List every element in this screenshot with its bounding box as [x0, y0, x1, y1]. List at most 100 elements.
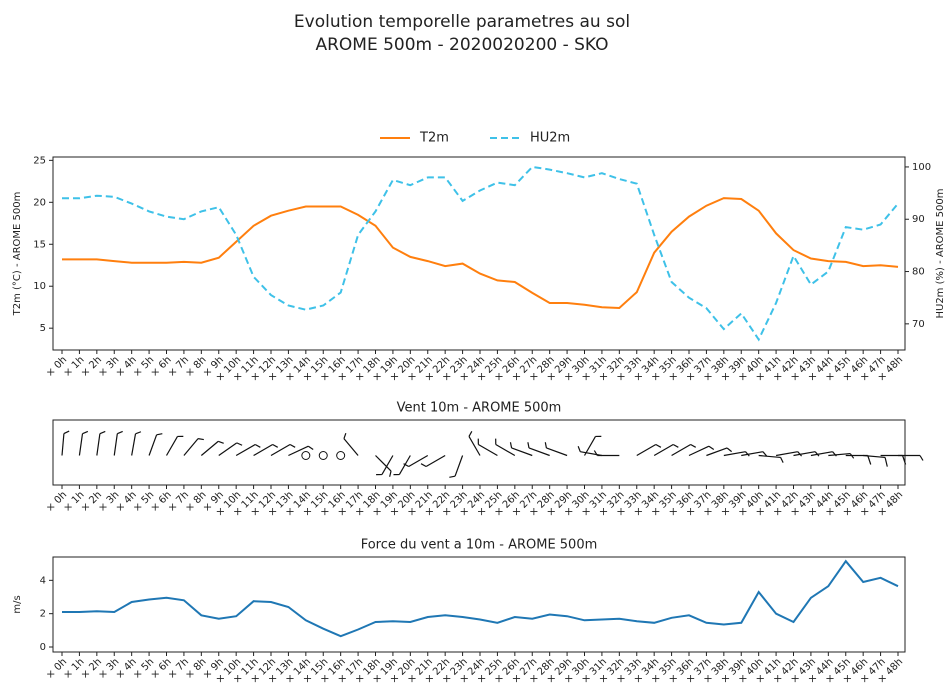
barb-staff: [495, 443, 516, 457]
barb-feather: [289, 443, 296, 448]
wind-barb: [343, 432, 359, 456]
barb-staff: [793, 451, 816, 457]
wind-barb: [636, 443, 662, 457]
wind-barb: [253, 443, 279, 457]
barb-staff: [131, 433, 137, 456]
barb-feather: [902, 455, 907, 465]
wind-barb: [270, 443, 296, 457]
barb-feather: [254, 443, 261, 448]
barb-staff: [200, 440, 219, 456]
wind-barb: [527, 442, 550, 457]
wind-barb: [420, 454, 446, 468]
barb-staff: [723, 451, 746, 457]
y-tick-label: 10: [33, 281, 46, 292]
wind-barb: [671, 443, 697, 457]
barb-staff: [408, 454, 429, 468]
barb-feather: [117, 430, 123, 435]
barb-staff: [165, 436, 179, 456]
wind-barb: [863, 454, 888, 467]
barb-feather: [343, 432, 347, 439]
wind-barb: [688, 445, 715, 457]
barb-feather: [780, 457, 784, 463]
barb-feather: [919, 455, 924, 461]
barb-feather: [726, 447, 732, 453]
barb-staff: [706, 447, 728, 457]
wind-barb: [336, 451, 346, 460]
wind-barb: [741, 451, 768, 457]
barb-feather: [762, 451, 768, 457]
barb-staff: [148, 434, 158, 456]
series-line: [62, 197, 899, 310]
y-tick-label: 25: [33, 155, 46, 166]
wind-barb: [706, 447, 732, 457]
barb-feather: [577, 446, 581, 452]
wind-barb: [165, 435, 184, 456]
wind-barb: [148, 433, 163, 456]
barb-feather: [708, 445, 715, 450]
plot-frame: [52, 156, 906, 351]
barb-feather: [82, 430, 89, 435]
barb-feather: [99, 430, 106, 435]
barb-staff: [454, 455, 464, 477]
barb-feather: [389, 470, 392, 477]
title: Evolution temporelle parametres au sol: [294, 12, 630, 32]
barb-staff: [636, 443, 657, 457]
wind-barb: [477, 438, 498, 457]
wind-barb: [468, 431, 481, 456]
barb-staff: [183, 438, 199, 456]
barb-feather: [156, 433, 163, 436]
barb-staff: [375, 455, 392, 472]
barb-feather: [420, 463, 427, 468]
barb-feather: [544, 442, 547, 449]
barb-staff: [511, 447, 533, 457]
wind-barb: [653, 443, 679, 457]
subtitle: AROME 500m - 2020020200 - SKO: [315, 35, 608, 55]
barb-staff: [810, 451, 833, 457]
wind-barb: [509, 442, 533, 457]
barb-staff: [688, 445, 710, 457]
barb-feather: [236, 442, 243, 446]
calm-circle: [301, 451, 311, 460]
y2-tick-label: 100: [912, 162, 931, 173]
barb-staff: [288, 445, 309, 457]
y-tick-label: 15: [33, 239, 46, 250]
wind-barb: [318, 451, 328, 460]
y2-axis-label: HU2m (%) - AROME 500m: [935, 188, 946, 318]
wind-barb: [200, 440, 224, 456]
wind-barb: [593, 450, 620, 457]
legend-label: HU2m: [530, 131, 570, 146]
legend-label: T2m: [419, 131, 449, 146]
wind-barb: [758, 454, 784, 463]
barb-feather: [217, 440, 224, 444]
wind-barb: [775, 451, 803, 457]
y-tick-label: 0: [40, 642, 46, 653]
wind-barb: [403, 454, 429, 468]
barb-feather: [655, 443, 662, 448]
wind-barb: [723, 451, 750, 457]
wind-barb: [113, 430, 123, 456]
barb-staff: [528, 447, 550, 457]
barb-staff: [546, 447, 568, 457]
wind-barb: [577, 446, 603, 457]
calm-circle: [336, 451, 346, 460]
barb-feather: [527, 442, 530, 449]
barb-staff: [96, 433, 101, 456]
wind-barb: [495, 438, 516, 457]
barb-feather: [403, 463, 409, 468]
barb-feather: [468, 431, 473, 437]
series-line: [62, 165, 899, 342]
wind-barb: [449, 455, 464, 478]
barb-staff: [381, 455, 394, 475]
barb-staff: [478, 443, 498, 457]
y-tick-label: 2: [40, 609, 46, 620]
wind-barb: [393, 455, 411, 476]
barb-feather: [308, 445, 314, 450]
wind-barb: [218, 442, 243, 456]
barb-staff: [828, 452, 851, 457]
barb-feather: [63, 430, 70, 435]
panel-title: Vent 10m - AROME 500m: [397, 401, 562, 416]
wind-barb: [78, 430, 89, 456]
plot-frame: [52, 556, 906, 653]
barb-staff: [863, 454, 886, 459]
